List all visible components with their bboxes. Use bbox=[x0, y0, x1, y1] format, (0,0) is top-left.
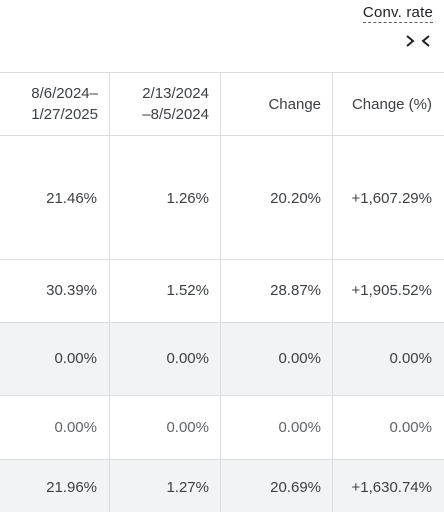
metric-header-area: Conv. rate bbox=[0, 0, 444, 72]
column-header-change[interactable]: Change bbox=[268, 96, 321, 113]
table-cell: 30.39% bbox=[46, 282, 97, 299]
table-cell: 0.00% bbox=[278, 419, 321, 436]
grid-line bbox=[0, 259, 444, 260]
table-cell: 0.00% bbox=[389, 419, 432, 436]
table-cell: +1,905.52% bbox=[351, 282, 433, 299]
grid-line bbox=[0, 135, 444, 136]
table-cell: 1.26% bbox=[166, 190, 209, 207]
table-cell: 0.00% bbox=[278, 350, 321, 367]
grid-line bbox=[0, 395, 444, 396]
table-cell: 20.69% bbox=[270, 479, 321, 496]
table-cell: 0.00% bbox=[166, 419, 209, 436]
table-cell: 0.00% bbox=[54, 419, 97, 436]
column-header-current-period[interactable]: 8/6/2024– 1/27/2025 bbox=[31, 85, 98, 123]
table-cell: 20.20% bbox=[270, 190, 321, 207]
grid-line bbox=[0, 459, 444, 460]
table-cell: 0.00% bbox=[54, 350, 97, 367]
row-background bbox=[0, 322, 444, 395]
column-divider bbox=[109, 72, 110, 512]
table-cell: 0.00% bbox=[166, 350, 209, 367]
row-background bbox=[0, 460, 444, 512]
table-cell: 21.96% bbox=[46, 479, 97, 496]
table-cell: 1.52% bbox=[166, 282, 209, 299]
column-header-change-percent[interactable]: Change (%) bbox=[351, 96, 432, 113]
table-cell: 28.87% bbox=[270, 282, 321, 299]
collapse-columns-icon[interactable] bbox=[405, 34, 431, 48]
table-cell: +1,607.29% bbox=[351, 190, 433, 207]
metric-title[interactable]: Conv. rate bbox=[362, 4, 433, 23]
column-divider bbox=[332, 72, 333, 512]
table-cell: 0.00% bbox=[389, 350, 432, 367]
table-cell: +1,630.74% bbox=[351, 479, 433, 496]
table-cell: 1.27% bbox=[166, 479, 209, 496]
column-header-previous-period[interactable]: 2/13/2024 –8/5/2024 bbox=[142, 85, 209, 123]
column-divider bbox=[220, 72, 221, 512]
grid-line bbox=[0, 72, 444, 73]
grid-line bbox=[0, 322, 444, 323]
table-cell: 21.46% bbox=[46, 190, 97, 207]
